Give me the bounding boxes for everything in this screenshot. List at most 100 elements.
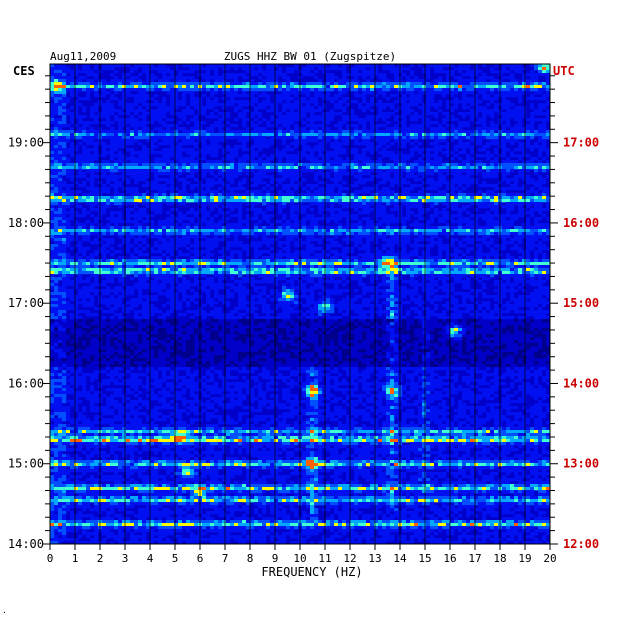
heatmap-cell: [446, 166, 451, 170]
heatmap-cell: [458, 88, 463, 92]
heatmap-cell: [230, 187, 235, 191]
heatmap-cell: [142, 175, 147, 179]
heatmap-cell: [542, 199, 547, 203]
heatmap-cell: [382, 112, 387, 116]
heatmap-cell: [330, 211, 335, 215]
heatmap-cell: [338, 133, 343, 137]
heatmap-cell: [362, 217, 367, 221]
heatmap-cell: [358, 130, 363, 134]
heatmap-cell: [142, 103, 147, 107]
heatmap-cell: [406, 103, 411, 107]
heatmap-cell: [210, 193, 215, 197]
heatmap-cell: [86, 187, 91, 191]
heatmap-cell: [90, 73, 95, 77]
heatmap-cell: [538, 151, 543, 155]
heatmap-cell: [338, 223, 343, 227]
heatmap-cell: [122, 163, 127, 167]
heatmap-cell: [266, 199, 271, 203]
heatmap-cell: [422, 103, 427, 107]
heatmap-cell: [330, 169, 335, 173]
heatmap-cell: [454, 226, 459, 230]
heatmap-cell: [458, 175, 463, 179]
heatmap-cell: [214, 196, 219, 200]
heatmap-cell: [90, 184, 95, 188]
heatmap-cell: [186, 196, 191, 200]
heatmap-cell: [506, 118, 511, 122]
heatmap-cell: [58, 70, 63, 74]
heatmap-cell: [170, 91, 175, 95]
heatmap-cell: [174, 148, 179, 152]
heatmap-cell: [226, 112, 231, 116]
heatmap-cell: [482, 154, 487, 158]
heatmap-cell: [418, 163, 423, 167]
heatmap-cell: [114, 181, 119, 185]
heatmap-cell: [138, 130, 143, 134]
heatmap-cell: [206, 187, 211, 191]
heatmap-cell: [210, 160, 215, 164]
heatmap-cell: [362, 136, 367, 140]
heatmap-cell: [254, 211, 259, 215]
heatmap-cell: [274, 112, 279, 116]
heatmap-cell: [422, 229, 427, 233]
heatmap-cell: [246, 148, 251, 152]
heatmap-cell: [226, 148, 231, 152]
heatmap-cell: [482, 166, 487, 170]
heatmap-cell: [62, 211, 67, 215]
heatmap-cell: [454, 82, 459, 86]
heatmap-cell: [90, 79, 95, 83]
heatmap-cell: [218, 163, 223, 167]
heatmap-cell: [74, 199, 79, 203]
heatmap-cell: [466, 157, 471, 161]
heatmap-cell: [246, 196, 251, 200]
heatmap-cell: [366, 136, 371, 140]
heatmap-cell: [534, 172, 539, 176]
heatmap-cell: [114, 115, 119, 119]
heatmap-cell: [70, 214, 75, 218]
heatmap-cell: [426, 94, 431, 98]
heatmap-cell: [130, 148, 135, 152]
heatmap-cell: [302, 217, 307, 221]
heatmap-cell: [370, 118, 375, 122]
heatmap-cell: [182, 190, 187, 194]
heatmap-cell: [210, 163, 215, 167]
heatmap-cell: [458, 214, 463, 218]
heatmap-cell: [274, 106, 279, 110]
heatmap-cell: [518, 67, 523, 71]
heatmap-cell: [422, 199, 427, 203]
heatmap-cell: [278, 118, 283, 122]
heatmap-cell: [362, 151, 367, 155]
heatmap-cell: [534, 76, 539, 80]
heatmap-cell: [110, 226, 115, 230]
heatmap-cell: [474, 220, 479, 224]
heatmap-cell: [110, 85, 115, 89]
heatmap-cell: [534, 199, 539, 203]
heatmap-cell: [482, 148, 487, 152]
heatmap-cell: [126, 136, 131, 140]
heatmap-cell: [322, 172, 327, 176]
heatmap-cell: [462, 196, 467, 200]
heatmap-cell: [58, 229, 63, 233]
heatmap-cell: [350, 202, 355, 206]
heatmap-cell: [478, 76, 483, 80]
heatmap-cell: [338, 130, 343, 134]
heatmap-cell: [66, 85, 71, 89]
heatmap-cell: [470, 97, 475, 101]
heatmap-cell: [470, 214, 475, 218]
heatmap-cell: [362, 118, 367, 122]
heatmap-cell: [226, 193, 231, 197]
heatmap-cell: [530, 124, 535, 128]
heatmap-cell: [454, 166, 459, 170]
heatmap-cell: [78, 214, 83, 218]
heatmap-cell: [290, 97, 295, 101]
heatmap-cell: [306, 130, 311, 134]
heatmap-cell: [310, 100, 315, 104]
heatmap-cell: [406, 97, 411, 101]
heatmap-cell: [158, 184, 163, 188]
heatmap-cell: [202, 175, 207, 179]
heatmap-cell: [518, 148, 523, 152]
heatmap-cell: [310, 139, 315, 143]
heatmap-cell: [306, 73, 311, 77]
heatmap-cell: [74, 202, 79, 206]
heatmap-cell: [170, 151, 175, 155]
heatmap-cell: [210, 136, 215, 140]
